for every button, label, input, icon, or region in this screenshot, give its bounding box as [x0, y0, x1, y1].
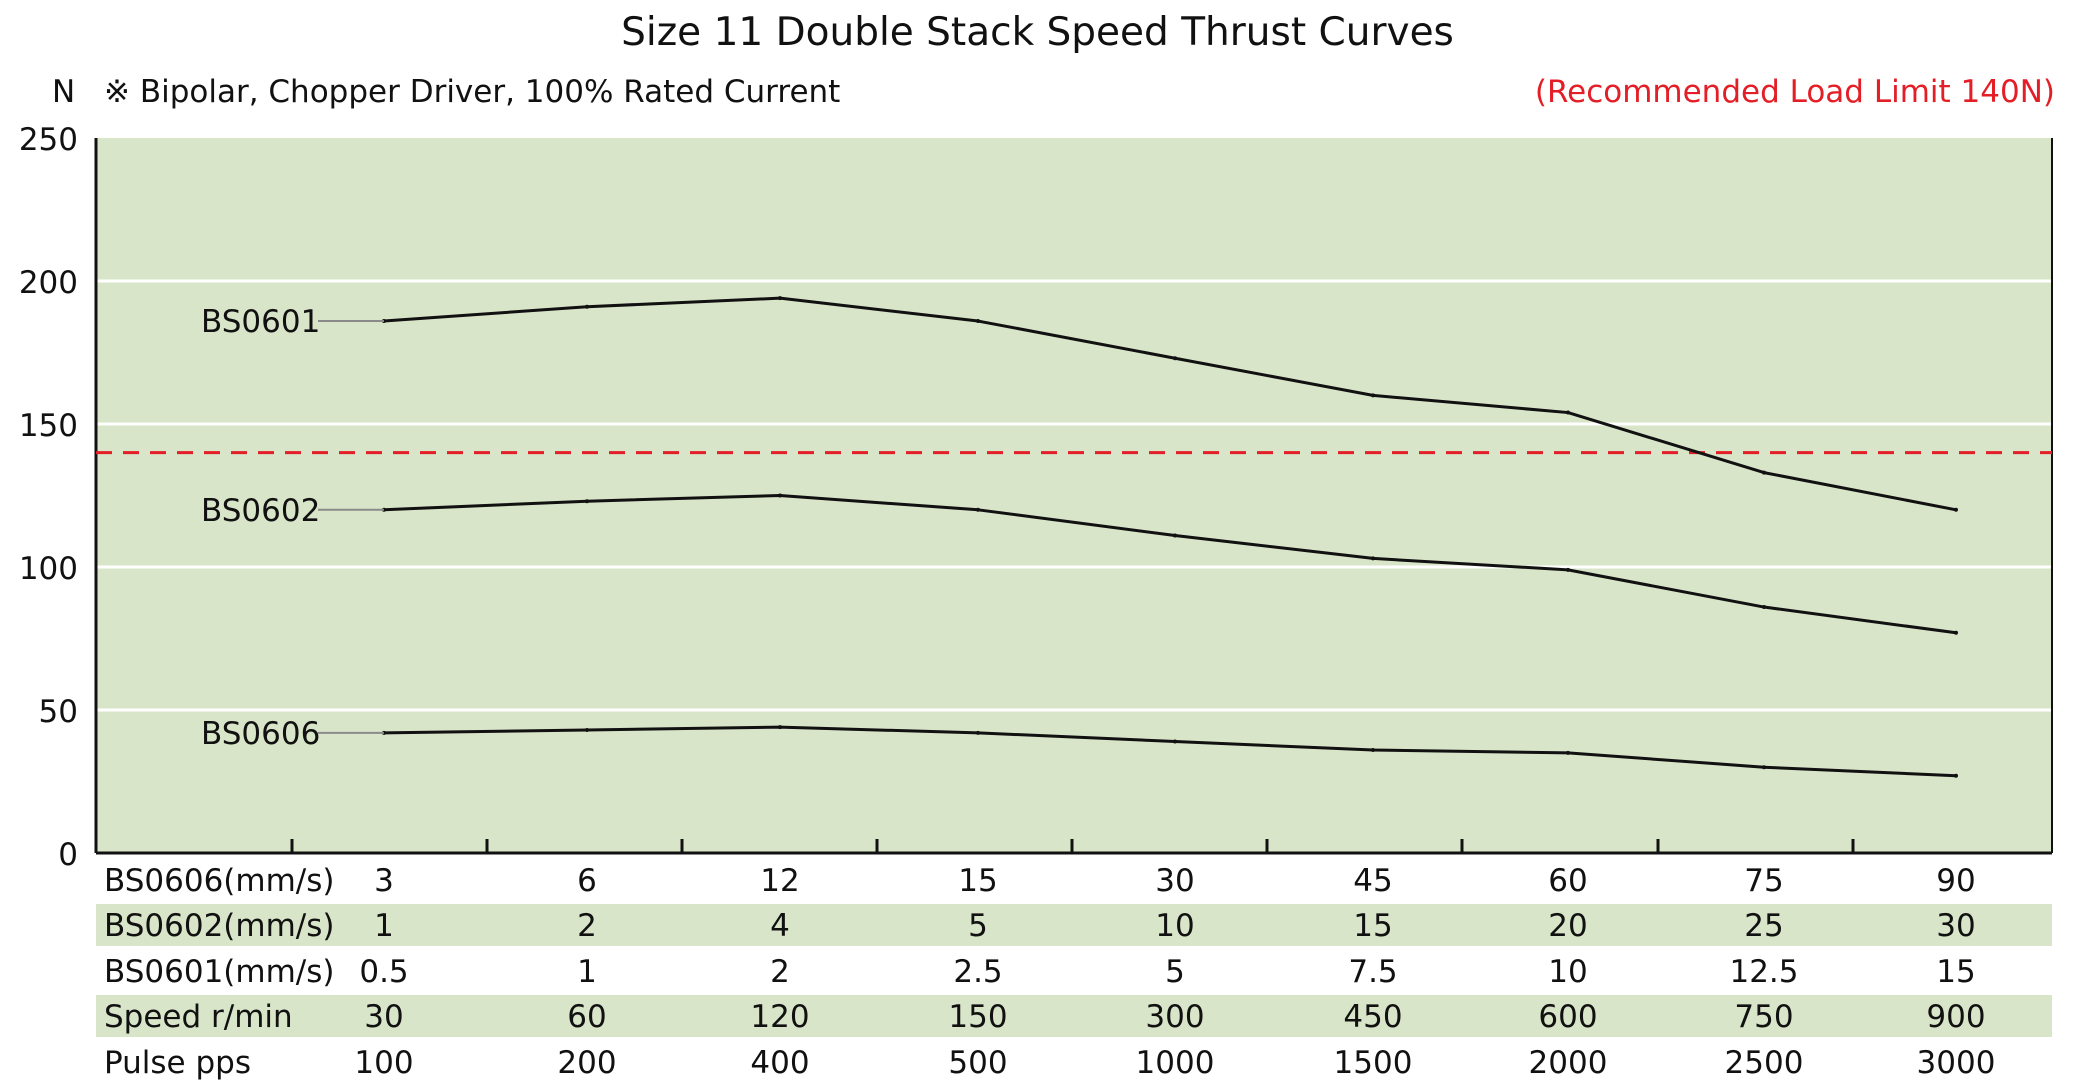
table-row-label: BS0606(mm/s): [104, 863, 334, 899]
data-point-BS0602-7: [1762, 605, 1766, 610]
data-point-BS0602-3: [976, 507, 980, 512]
table-row-band: [96, 904, 2052, 946]
table-cell: 7.5: [1348, 954, 1397, 990]
table-cell: 200: [557, 1045, 616, 1081]
table-cell: 30: [1936, 908, 1975, 944]
table-cell: 25: [1744, 908, 1783, 944]
table-cell: 100: [354, 1045, 413, 1081]
table-cell: 10: [1548, 954, 1587, 990]
chart-title: Size 11 Double Stack Speed Thrust Curves: [621, 10, 1454, 55]
data-point-BS0606-8: [1954, 773, 1958, 778]
table-cell: 30: [1155, 863, 1194, 899]
table-cell: 15: [1936, 954, 1975, 990]
data-point-BS0602-8: [1954, 630, 1958, 635]
plot-area: [96, 138, 2052, 853]
load-limit-label: (Recommended Load Limit 140N): [1534, 74, 2055, 110]
data-point-BS0606-3: [976, 730, 980, 735]
data-point-BS0606-2: [778, 725, 782, 730]
data-point-BS0601-1: [585, 304, 589, 309]
data-point-BS0602-2: [778, 493, 782, 498]
table-row-band: [96, 995, 2052, 1037]
table-cell: 3: [374, 863, 394, 899]
table-cell: 15: [958, 863, 997, 899]
y-tick-label: 100: [19, 551, 78, 587]
table-cell: 12: [760, 863, 799, 899]
table-cell: 5: [968, 908, 988, 944]
data-point-BS0606-5: [1371, 748, 1375, 753]
table-cell: 20: [1548, 908, 1587, 944]
table-cell: 5: [1165, 954, 1185, 990]
y-tick-label: 150: [19, 408, 78, 444]
table-cell: 450: [1343, 999, 1402, 1035]
table-cell: 1000: [1136, 1045, 1215, 1081]
data-point-BS0601-8: [1954, 507, 1958, 512]
table-cell: 30: [364, 999, 403, 1035]
y-tick-label: 250: [19, 122, 78, 158]
data-point-BS0606-6: [1566, 750, 1570, 755]
table-cell: 150: [948, 999, 1007, 1035]
y-axis-unit-label: N: [52, 74, 76, 110]
data-point-BS0601-6: [1566, 410, 1570, 415]
table-cell: 900: [1926, 999, 1985, 1035]
table-cell: 600: [1538, 999, 1597, 1035]
table-row-label: Speed r/min: [104, 999, 293, 1035]
chart-subtitle: ※ Bipolar, Chopper Driver, 100% Rated Cu…: [104, 74, 841, 110]
y-tick-label: 0: [58, 837, 78, 873]
data-point-BS0606-7: [1762, 765, 1766, 770]
table-cell: 45: [1353, 863, 1392, 899]
data-point-BS0601-2: [778, 296, 782, 301]
y-tick-label: 200: [19, 265, 78, 301]
table-cell: 6: [577, 863, 597, 899]
table-cell: 2: [577, 908, 597, 944]
table-cell: 75: [1744, 863, 1783, 899]
table-cell: 60: [567, 999, 606, 1035]
series-label: BS0601: [201, 304, 320, 340]
series-label: BS0606: [201, 716, 320, 752]
y-tick-label: 50: [39, 694, 78, 730]
data-point-BS0601-4: [1173, 356, 1177, 361]
data-point-BS0606-1: [585, 728, 589, 733]
data-point-BS0602-6: [1566, 567, 1570, 572]
data-point-BS0602-4: [1173, 533, 1177, 538]
table-cell: 750: [1734, 999, 1793, 1035]
table-cell: 12.5: [1729, 954, 1798, 990]
data-point-BS0602-1: [585, 499, 589, 504]
table-cell: 120: [750, 999, 809, 1035]
table-cell: 1500: [1334, 1045, 1413, 1081]
table-cell: 400: [750, 1045, 809, 1081]
series-label: BS0602: [201, 493, 320, 529]
table-cell: 15: [1353, 908, 1392, 944]
data-point-BS0606-4: [1173, 739, 1177, 744]
table-cell: 90: [1936, 863, 1975, 899]
table-cell: 4: [770, 908, 790, 944]
data-point-BS0601-5: [1371, 393, 1375, 398]
data-point-BS0602-5: [1371, 556, 1375, 561]
table-cell: 3000: [1917, 1045, 1996, 1081]
table-cell: 2.5: [953, 954, 1002, 990]
table-cell: 500: [948, 1045, 1007, 1081]
table-cell: 2500: [1725, 1045, 1804, 1081]
table-cell: 1: [577, 954, 597, 990]
data-point-BS0601-7: [1762, 470, 1766, 475]
table-cell: 10: [1155, 908, 1194, 944]
table-cell: 60: [1548, 863, 1587, 899]
table-cell: 0.5: [359, 954, 408, 990]
table-cell: 300: [1145, 999, 1204, 1035]
table-cell: 2000: [1529, 1045, 1608, 1081]
table-cell: 1: [374, 908, 394, 944]
table-row-label: BS0601(mm/s): [104, 954, 334, 990]
table-row-label: BS0602(mm/s): [104, 908, 334, 944]
data-point-BS0601-3: [976, 319, 980, 324]
table-cell: 2: [770, 954, 790, 990]
table-row-label: Pulse pps: [104, 1045, 251, 1081]
